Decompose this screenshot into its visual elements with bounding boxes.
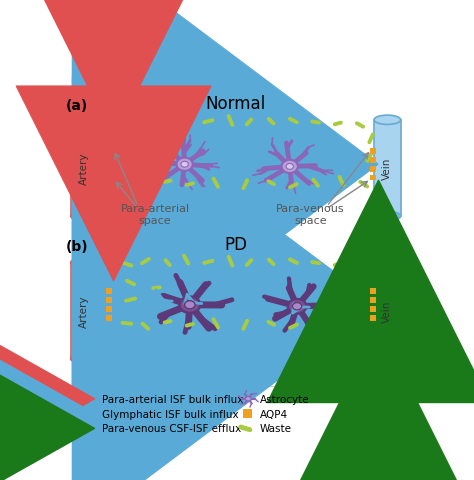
Text: AQP4: AQP4	[260, 408, 288, 419]
Ellipse shape	[185, 301, 195, 309]
Bar	[370, 298, 375, 304]
FancyBboxPatch shape	[374, 263, 401, 359]
Ellipse shape	[282, 160, 298, 174]
Ellipse shape	[71, 354, 97, 364]
Text: Para-arterial
space: Para-arterial space	[120, 204, 190, 226]
Ellipse shape	[286, 164, 293, 170]
Bar	[243, 409, 252, 418]
Ellipse shape	[180, 297, 200, 313]
Bar	[106, 298, 112, 304]
Ellipse shape	[374, 212, 401, 221]
Ellipse shape	[374, 354, 401, 364]
FancyBboxPatch shape	[374, 120, 401, 216]
Text: Para-venous CSF-ISF efflux: Para-venous CSF-ISF efflux	[102, 423, 241, 433]
Ellipse shape	[71, 116, 97, 125]
Ellipse shape	[246, 396, 251, 401]
Ellipse shape	[176, 158, 193, 171]
Text: Vein: Vein	[383, 157, 392, 180]
FancyBboxPatch shape	[71, 263, 97, 359]
Bar	[106, 289, 112, 295]
Bar	[106, 315, 112, 322]
Text: Para-venous
space: Para-venous space	[276, 204, 345, 226]
Bar	[106, 149, 112, 155]
Bar	[106, 307, 112, 312]
Text: (a): (a)	[66, 99, 89, 113]
Ellipse shape	[181, 162, 188, 168]
Bar	[370, 157, 375, 163]
Text: Artery: Artery	[79, 295, 89, 327]
Ellipse shape	[292, 303, 302, 310]
Ellipse shape	[374, 258, 401, 268]
Bar	[109, 297, 362, 313]
Text: Waste: Waste	[260, 423, 292, 433]
Text: Astrocyte: Astrocyte	[260, 394, 310, 404]
Text: Vein: Vein	[383, 300, 392, 322]
Ellipse shape	[71, 212, 97, 221]
Ellipse shape	[288, 300, 306, 314]
Text: Glymphatic ISF bulk influx: Glymphatic ISF bulk influx	[102, 408, 238, 419]
Ellipse shape	[374, 116, 401, 125]
Text: PD: PD	[224, 236, 247, 253]
Text: Para-arterial ISF bulk influx: Para-arterial ISF bulk influx	[102, 394, 243, 404]
Bar	[370, 307, 375, 312]
Bar	[370, 315, 375, 322]
Ellipse shape	[71, 258, 97, 268]
Text: Normal: Normal	[206, 95, 266, 113]
Bar	[109, 156, 362, 173]
Bar	[106, 175, 112, 181]
Text: (b): (b)	[66, 240, 89, 253]
Bar	[370, 149, 375, 155]
Text: Artery: Artery	[79, 152, 89, 185]
Bar	[106, 157, 112, 163]
FancyBboxPatch shape	[71, 120, 97, 216]
Bar	[370, 166, 375, 172]
Bar	[106, 166, 112, 172]
Bar	[370, 289, 375, 295]
Bar	[370, 175, 375, 181]
